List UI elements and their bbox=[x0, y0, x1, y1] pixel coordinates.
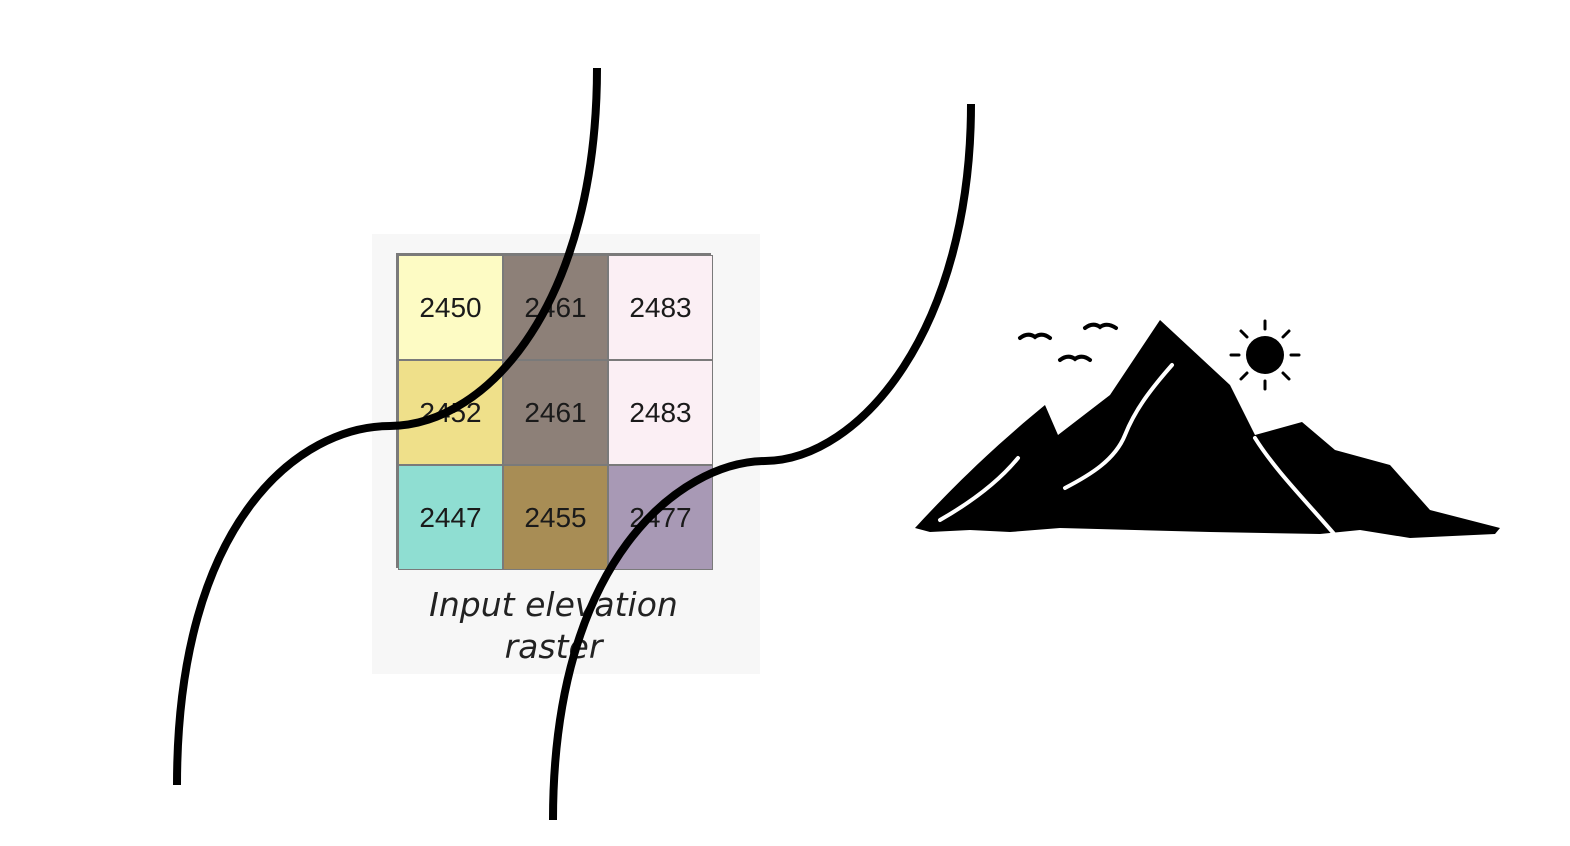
raster-cell: 2477 bbox=[608, 465, 713, 570]
raster-cell: 2450 bbox=[398, 255, 503, 360]
raster-cell: 2452 bbox=[398, 360, 503, 465]
mountain-with-sun-and-birds-icon bbox=[915, 319, 1500, 538]
raster-cell: 2461 bbox=[503, 360, 608, 465]
raster-cell: 2483 bbox=[608, 255, 713, 360]
raster-cell: 2461 bbox=[503, 255, 608, 360]
raster-cell: 2455 bbox=[503, 465, 608, 570]
raster-cell: 2447 bbox=[398, 465, 503, 570]
elevation-raster-grid: 2450 2461 2483 2452 2461 2483 2447 2455 … bbox=[396, 253, 713, 570]
raster-cell: 2483 bbox=[608, 360, 713, 465]
raster-caption-line: raster bbox=[504, 627, 603, 666]
raster-caption-line: Input elevation bbox=[429, 585, 678, 624]
raster-caption: Input elevation raster bbox=[396, 584, 711, 668]
